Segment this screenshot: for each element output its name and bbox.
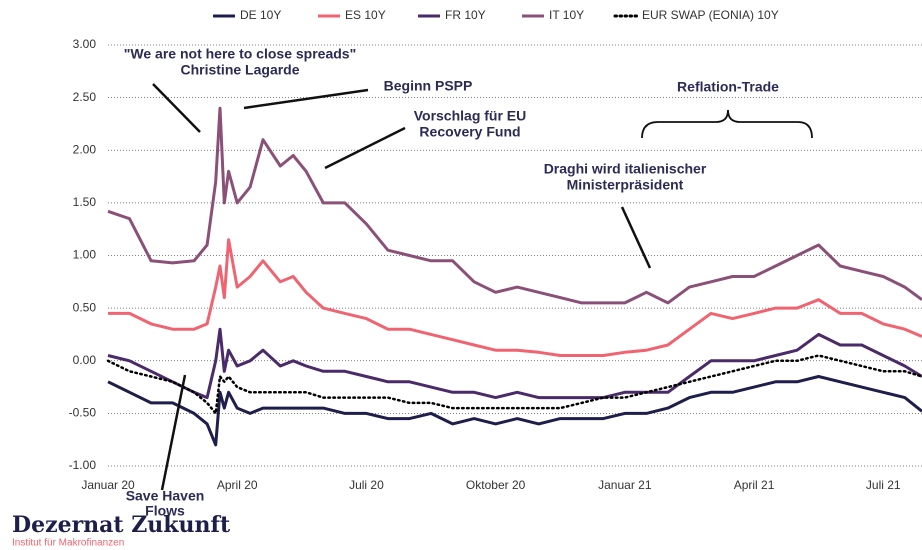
annotation-line: [243, 88, 369, 110]
series-line: [106, 354, 922, 415]
y-tick-label: 1.50: [73, 195, 97, 209]
annotation: Beginn PSPP: [384, 78, 473, 94]
series-line: [107, 375, 922, 447]
legend-label: FR 10Y: [445, 8, 486, 22]
annotation: Flows: [145, 503, 185, 519]
series-line: [107, 106, 922, 305]
annotation: Recovery Fund: [419, 124, 520, 140]
logo: Dezernat Zukunft: [12, 512, 231, 538]
y-tick-label: 2.50: [73, 90, 97, 104]
annotation: Reflation-Trade: [677, 79, 779, 95]
annotation-brace: [641, 109, 813, 139]
legend-label: DE 10Y: [240, 8, 281, 22]
annotation: Ministerpräsident: [567, 177, 684, 193]
series-line: [107, 327, 922, 400]
y-tick-label: 1.00: [73, 248, 97, 262]
plot: [106, 106, 922, 447]
annotation-line: [324, 126, 406, 170]
y-tick-label: -0.50: [69, 406, 97, 420]
x-tick-label: Januar 21: [598, 478, 652, 492]
y-tick-label: 0.50: [73, 300, 97, 314]
x-tick-label: Juli 20: [349, 478, 384, 492]
annotation: Christine Lagarde: [180, 62, 299, 78]
x-tick-label: April 21: [734, 478, 775, 492]
legend-label: IT 10Y: [549, 8, 584, 22]
y-tick-label: 0.00: [73, 353, 97, 367]
y-tick-label: -1.00: [69, 458, 97, 472]
x-tick-label: Oktober 20: [466, 478, 526, 492]
annotation: Draghi wird italienischer: [544, 161, 707, 177]
legend-label: ES 10Y: [345, 8, 386, 22]
x-tick-label: Juli 21: [866, 478, 901, 492]
annotation: Vorschlag für EU: [414, 108, 527, 124]
series-line: [108, 238, 922, 357]
annotation: "We are not here to close spreads": [124, 46, 356, 62]
y-tick-label: 2.00: [73, 142, 97, 156]
annotation-line: [620, 206, 652, 269]
y-tick-label: 3.00: [73, 37, 97, 51]
annotation: Save Haven: [126, 488, 205, 504]
annotation-line: [160, 374, 187, 491]
x-tick-label: Januar 20: [81, 478, 135, 492]
legend-label: EUR SWAP (EONIA) 10Y: [642, 8, 779, 22]
logo-subtitle: Institut für Makrofinanzen: [12, 538, 124, 549]
annotation-line: [152, 83, 201, 133]
x-tick-label: April 20: [217, 478, 258, 492]
